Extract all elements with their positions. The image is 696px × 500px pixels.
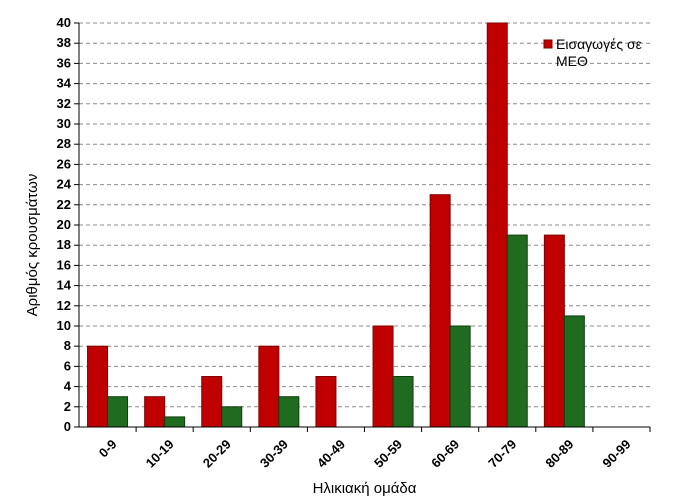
- bar-series2-20-29: [221, 406, 243, 428]
- x-tick-label: 0-9: [96, 437, 120, 461]
- y-tick-label: 10: [57, 318, 71, 333]
- bar-series2-70-79: [506, 234, 528, 428]
- bar-icu-50-59: [372, 325, 394, 428]
- y-axis-title: Αριθμός κρουσμάτων: [24, 174, 41, 317]
- x-tick-label: 20-29: [200, 437, 234, 471]
- legend: Εισαγωγές σε ΜΕΘ: [543, 36, 642, 69]
- y-tick-label: 30: [57, 116, 71, 131]
- y-tick-label: 2: [64, 399, 71, 414]
- bar-series2-50-59: [392, 376, 414, 428]
- bar-icu-70-79: [486, 22, 508, 428]
- y-tick-label: 6: [64, 358, 71, 373]
- legend-swatch-icu: [543, 39, 553, 49]
- y-tick-label: 18: [57, 237, 71, 252]
- bar-icu-0-9: [87, 345, 109, 428]
- y-tick-label: 40: [57, 15, 71, 30]
- y-tick-label: 0: [64, 419, 71, 434]
- y-tick-label: 22: [57, 197, 71, 212]
- bar-series2-80-89: [563, 315, 585, 428]
- x-tick-label: 80-89: [542, 437, 576, 471]
- bars-layer: [87, 22, 585, 428]
- x-tick-label: 60-69: [428, 437, 462, 471]
- y-tick-label: 8: [64, 338, 71, 353]
- y-tick-label: 32: [57, 96, 71, 111]
- bar-series2-60-69: [449, 325, 471, 428]
- bar-icu-40-49: [315, 376, 337, 428]
- y-tick-label: 14: [57, 278, 72, 293]
- y-tick-label: 34: [57, 76, 72, 91]
- y-tick-label: 36: [57, 55, 71, 70]
- bar-icu-60-69: [429, 194, 451, 428]
- bar-icu-80-89: [543, 234, 565, 428]
- y-tick-label: 28: [57, 136, 71, 151]
- x-tick-label: 90-99: [599, 437, 633, 471]
- legend-label-line-2: ΜΕΘ: [556, 53, 588, 69]
- bar-series2-10-19: [164, 416, 186, 428]
- x-tick-label: 30-39: [257, 437, 291, 471]
- y-tick-label: 4: [64, 379, 72, 394]
- y-tick-label: 24: [57, 177, 72, 192]
- x-tick-label: 40-49: [314, 437, 348, 471]
- x-tick-label: 10-19: [143, 437, 177, 471]
- bar-icu-20-29: [201, 376, 223, 428]
- bar-series2-30-39: [278, 396, 300, 428]
- x-tick-label: 70-79: [485, 437, 519, 471]
- x-axis-title: Ηλικιακή ομάδα: [313, 480, 417, 497]
- y-tick-label: 20: [57, 217, 71, 232]
- y-tick-label: 38: [57, 35, 71, 50]
- bar-icu-10-19: [144, 396, 166, 428]
- bar-series2-0-9: [107, 396, 129, 428]
- bar-icu-30-39: [258, 345, 280, 428]
- y-tick-label: 26: [57, 156, 71, 171]
- y-tick-label: 16: [57, 257, 71, 272]
- x-tick-label: 50-59: [371, 437, 405, 471]
- y-tick-label: 12: [57, 298, 71, 313]
- legend-label-line-1: Εισαγωγές σε: [556, 36, 642, 52]
